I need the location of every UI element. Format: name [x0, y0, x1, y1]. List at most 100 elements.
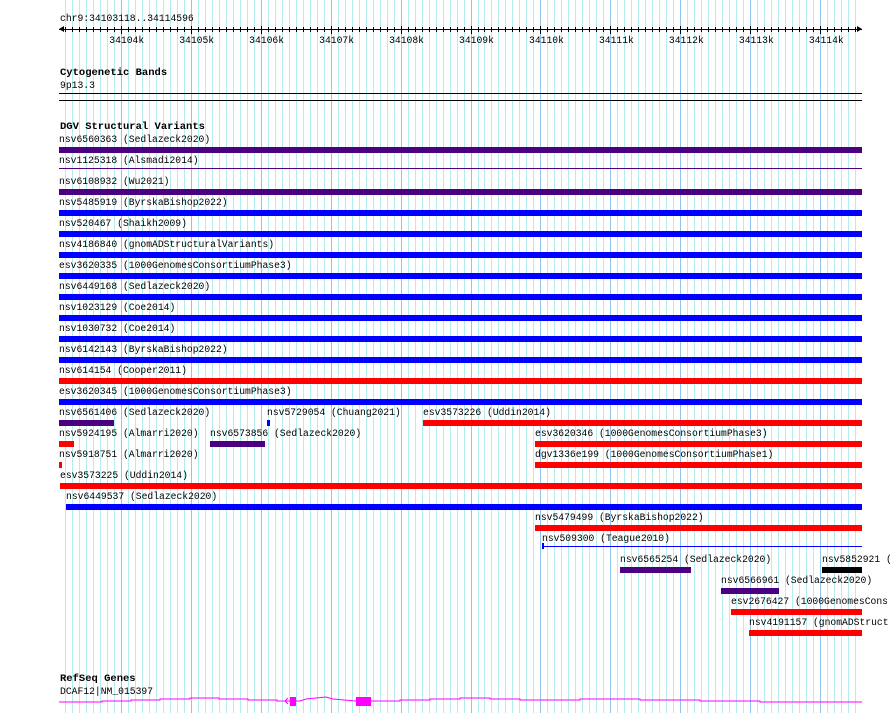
ruler-tick [792, 27, 793, 32]
variant-bar[interactable] [267, 420, 270, 426]
variant-label[interactable]: nsv5852921 ( [822, 554, 890, 565]
ruler-tick [149, 27, 150, 32]
variant-label[interactable]: esv2676427 (1000GenomesCons [731, 596, 888, 607]
variant-label[interactable]: nsv614154 (Cooper2011) [59, 365, 187, 376]
ruler-tick [100, 27, 101, 32]
variant-bar[interactable] [749, 630, 862, 636]
variant-label[interactable]: dgv1336e199 (1000GenomesConsortiumPhase1… [535, 449, 774, 460]
variant-label[interactable]: nsv6560363 (Sedlazeck2020) [59, 134, 211, 145]
variant-bar[interactable] [59, 231, 862, 237]
variant-bar[interactable] [535, 525, 862, 531]
grid-line [107, 0, 108, 713]
ruler-tick [638, 27, 639, 32]
ruler-tick [827, 27, 828, 32]
variant-label[interactable]: nsv1030732 (Coe2014) [59, 323, 176, 334]
ruler-tick [820, 26, 821, 34]
variant-label[interactable]: esv3620346 (1000GenomesConsortiumPhase3) [535, 428, 768, 439]
ruler-tick [345, 27, 346, 32]
variant-label[interactable]: nsv5479499 (ByrskaBishop2022) [535, 512, 704, 523]
variant-bar[interactable] [423, 420, 862, 426]
ruler[interactable]: 34104k 34105k 34106k 34107k 34108k 34109k 3411… [0, 0, 890, 60]
variant-label[interactable]: nsv6566961 (Sedlazeck2020) [721, 575, 873, 586]
variant-label[interactable]: esv3573226 (Uddin2014) [423, 407, 551, 418]
variant-label[interactable]: nsv6565254 (Sedlazeck2020) [620, 554, 772, 565]
variant-bar[interactable] [59, 294, 862, 300]
scroll-right-arrow-icon[interactable] [857, 26, 862, 32]
variant-bar[interactable] [59, 147, 862, 153]
variant-label[interactable]: nsv6449168 (Sedlazeck2020) [59, 281, 211, 292]
variant-bar[interactable] [535, 441, 862, 447]
variant-bar[interactable] [59, 252, 862, 258]
grid-line [317, 0, 318, 713]
gene-label[interactable]: DCAF12|NM_015397 [60, 686, 154, 697]
variant-label[interactable]: nsv5485919 (ByrskaBishop2022) [59, 197, 228, 208]
variant-label[interactable]: nsv5729054 (Chuang2021) [267, 407, 401, 418]
ruler-tick [841, 27, 842, 32]
variant-label[interactable]: nsv6573856 (Sedlazeck2020) [210, 428, 362, 439]
gene-model[interactable] [0, 690, 890, 713]
variant-bar[interactable] [620, 567, 691, 573]
ruler-tick [121, 26, 122, 34]
variant-bar[interactable] [59, 168, 862, 169]
variant-bar[interactable] [542, 546, 862, 547]
variant-bar[interactable] [822, 567, 862, 573]
grid-line [289, 0, 290, 713]
variant-label[interactable]: nsv5924195 (Almarri2020) [59, 428, 199, 439]
variant-bar[interactable] [721, 588, 779, 594]
variant-label[interactable]: nsv6449537 (Sedlazeck2020) [66, 491, 218, 502]
grid-line [478, 0, 479, 713]
exon[interactable] [290, 697, 297, 706]
grid-line [596, 0, 597, 713]
grid-line [114, 0, 115, 713]
scroll-left-arrow-icon[interactable] [59, 26, 64, 32]
ruler-tick [114, 27, 115, 32]
variant-label[interactable]: nsv509300 (Teague2010) [542, 533, 670, 544]
grid-line [254, 0, 255, 713]
variant-label[interactable]: nsv1125318 (Alsmadi2014) [59, 155, 199, 166]
variant-label[interactable]: nsv4191157 (gnomADStruct [749, 617, 889, 628]
grid-line [659, 0, 660, 713]
variant-bar[interactable] [59, 210, 862, 216]
ruler-tick [135, 27, 136, 32]
variant-label[interactable]: nsv4186840 (gnomADStructuralVariants) [59, 239, 275, 250]
variant-bar[interactable] [59, 378, 862, 384]
ruler-tick [848, 27, 849, 32]
variant-bar[interactable] [59, 357, 862, 363]
grid-line [603, 0, 604, 713]
grid-line [79, 0, 80, 713]
variant-bar[interactable] [59, 399, 862, 405]
variant-bar[interactable] [66, 504, 862, 510]
ruler-tick [750, 26, 751, 34]
variant-bar[interactable] [59, 315, 862, 321]
ruler-tick [422, 27, 423, 32]
variant-bar[interactable] [59, 420, 114, 426]
variant-bar[interactable] [210, 441, 265, 447]
cytoband-bar[interactable] [59, 93, 862, 94]
variant-bar[interactable] [59, 273, 862, 279]
variant-bar[interactable] [59, 189, 862, 195]
variant-label[interactable]: esv3620345 (1000GenomesConsortiumPhase3) [59, 386, 292, 397]
variant-bar[interactable] [59, 441, 74, 447]
variant-label[interactable]: nsv1023129 (Coe2014) [59, 302, 176, 313]
variant-label[interactable]: esv3573225 (Uddin2014) [60, 470, 188, 481]
variant-bar[interactable] [59, 336, 862, 342]
variant-label[interactable]: nsv6561406 (Sedlazeck2020) [59, 407, 211, 418]
grid-line [645, 0, 646, 713]
ruler-tick [673, 27, 674, 32]
variant-bar[interactable] [59, 462, 62, 468]
variant-label[interactable]: nsv5918751 (Almarri2020) [59, 449, 199, 460]
grid-line [638, 0, 639, 713]
variant-label[interactable]: nsv6108932 (Wu2021) [59, 176, 170, 187]
grid-line [848, 0, 849, 713]
variant-label[interactable]: nsv520467 (Shaikh2009) [59, 218, 187, 229]
variant-label[interactable]: nsv6142143 (ByrskaBishop2022) [59, 344, 228, 355]
variant-label[interactable]: esv3620335 (1000GenomesConsortiumPhase3) [59, 260, 292, 271]
ruler-tick [177, 27, 178, 32]
ruler-tick [128, 27, 129, 32]
exon[interactable] [355, 697, 372, 706]
variant-bar[interactable] [731, 609, 862, 615]
ruler-tick [785, 27, 786, 32]
variant-bar[interactable] [535, 462, 862, 468]
variant-bar[interactable] [60, 483, 862, 489]
